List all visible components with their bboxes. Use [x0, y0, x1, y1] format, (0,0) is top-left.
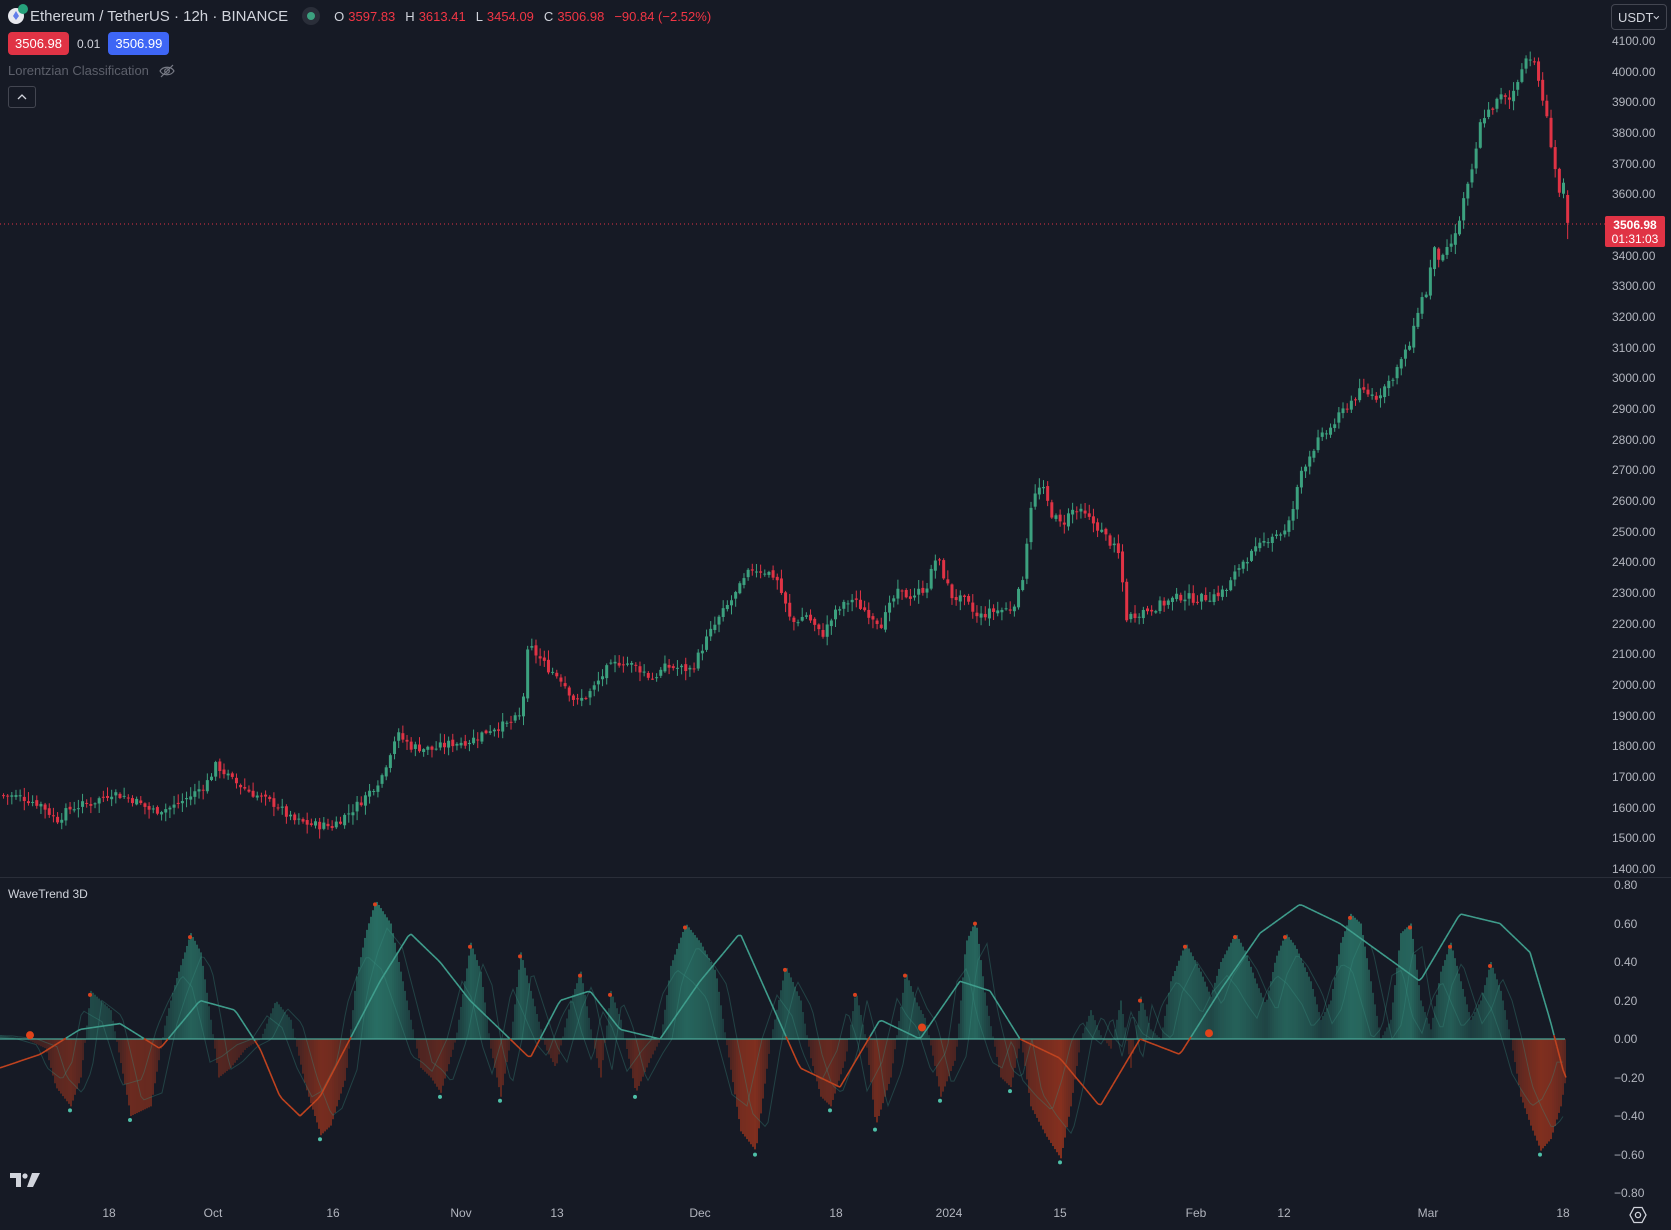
ohlc-values: O 3597.83 H 3613.41 L 3454.09 C 3506.98 −90.…	[334, 9, 717, 24]
price-axis-label: 2000.00	[1612, 678, 1656, 692]
time-axis-label: 12	[1277, 1206, 1291, 1220]
price-axis-label: 1500.00	[1612, 831, 1656, 846]
close-value: 3506.98	[557, 8, 605, 24]
time-axis-label: Nov	[450, 1206, 472, 1220]
oscillator-axis-label: −0.60	[1614, 1147, 1645, 1162]
indicator-name[interactable]: Lorentzian Classification	[8, 63, 149, 78]
market-open-dot	[302, 7, 321, 25]
oscillator-axis-label: 0.00	[1614, 1032, 1638, 1046]
open-value: 3597.83	[348, 8, 396, 24]
sell-button[interactable]: 3506.98	[8, 32, 69, 55]
symbol-title[interactable]: Ethereum / TetherUS · 12h · BINANCE	[30, 7, 289, 25]
last-price-tag: 3506.98 01:31:03	[1605, 216, 1665, 247]
price-axis-label: 1700.00	[1612, 770, 1656, 784]
price-axis-label: 3800.00	[1612, 126, 1656, 140]
collapse-legend-button[interactable]	[8, 86, 36, 108]
price-axis-label: 2200.00	[1612, 616, 1656, 631]
trade-buttons: 3506.98 0.01 3506.99	[8, 32, 170, 55]
price-axis-label: 1800.00	[1612, 739, 1656, 754]
change-value: −90.84 (−2.52%)	[614, 8, 712, 24]
tradingview-logo[interactable]	[10, 1172, 40, 1188]
price-axis-label: 1600.00	[1612, 800, 1656, 815]
price-axis-label: 2900.00	[1612, 402, 1656, 416]
price-axis-label: 2300.00	[1612, 586, 1656, 600]
price-axis-label: 1400.00	[1612, 862, 1656, 876]
price-axis-label: 2800.00	[1612, 432, 1656, 447]
oscillator-axis-label: −0.40	[1614, 1109, 1645, 1123]
high-label: H	[405, 8, 415, 24]
time-axis-label: Oct	[203, 1206, 223, 1220]
candlestick-series	[2, 51, 1570, 839]
chevron-down-icon	[1653, 15, 1660, 19]
price-axis-label: 3600.00	[1612, 187, 1656, 202]
time-axis-label: 18	[829, 1206, 843, 1220]
currency-label: USDT	[1618, 9, 1654, 25]
currency-selector[interactable]: USDT	[1611, 4, 1667, 30]
ethereum-icon	[8, 4, 28, 24]
price-axis-label: 4000.00	[1612, 64, 1656, 79]
price-axis-label: 3200.00	[1612, 310, 1656, 324]
low-label: L	[475, 8, 483, 24]
oscillator-axis-label: −0.80	[1614, 1186, 1645, 1200]
time-axis-label: 16	[326, 1206, 340, 1220]
eye-off-icon[interactable]	[159, 64, 175, 78]
oscillator-axis-label: 0.60	[1614, 916, 1638, 931]
price-axis-label: 2400.00	[1612, 555, 1656, 570]
oscillator-axis-label: −0.20	[1614, 1070, 1645, 1085]
spread-value: 0.01	[77, 36, 101, 51]
time-axis-label: Feb	[1185, 1206, 1207, 1220]
oscillator-axis-label: 0.20	[1614, 993, 1638, 1008]
wavetrend-oscillator	[0, 901, 1567, 1165]
oscillator-axis-label: 0.40	[1614, 955, 1638, 969]
price-axis-label: 2600.00	[1612, 494, 1656, 508]
symbol-legend[interactable]: Ethereum / TetherUS · 12h · BINANCE O 359…	[8, 4, 717, 27]
time-axis-label: 18	[1556, 1206, 1570, 1220]
time-axis-label: 13	[550, 1206, 564, 1220]
time-axis-label: Dec	[689, 1206, 711, 1220]
high-value: 3613.41	[418, 8, 466, 24]
price-axis-label: 3400.00	[1612, 248, 1656, 263]
price-axis-label: 3900.00	[1612, 95, 1656, 110]
price-axis-label: 2500.00	[1612, 524, 1656, 539]
indicator-legend[interactable]: Lorentzian Classification	[8, 63, 175, 78]
price-axis-label: 3100.00	[1612, 340, 1656, 355]
time-axis-label: 18	[102, 1206, 116, 1220]
time-axis-label: 2024	[935, 1206, 963, 1220]
price-axis-label: 1900.00	[1612, 708, 1656, 723]
price-axis-label: 3700.00	[1612, 156, 1656, 171]
pane-separator[interactable]	[0, 877, 1671, 878]
close-label: C	[543, 8, 554, 24]
price-axis-label: 2700.00	[1612, 463, 1656, 478]
buy-button[interactable]: 3506.99	[108, 32, 170, 55]
time-axis-label: 15	[1053, 1206, 1067, 1220]
bar-countdown: 01:31:03	[1611, 232, 1659, 246]
chevron-up-icon	[17, 94, 27, 100]
oscillator-title[interactable]: WaveTrend 3D	[8, 887, 88, 901]
oscillator-axis-label: 0.80	[1614, 878, 1638, 892]
price-axis-label: 4100.00	[1612, 34, 1656, 48]
price-axis-label: 3300.00	[1612, 279, 1656, 294]
price-axis-label: 2100.00	[1612, 647, 1656, 662]
low-value: 3454.09	[486, 8, 534, 24]
open-label: O	[334, 8, 345, 24]
price-axis-label: 3000.00	[1612, 371, 1656, 386]
time-axis-label: Mar	[1417, 1206, 1439, 1220]
last-price: 3506.98	[1613, 218, 1657, 232]
settings-icon[interactable]	[1628, 1205, 1648, 1225]
